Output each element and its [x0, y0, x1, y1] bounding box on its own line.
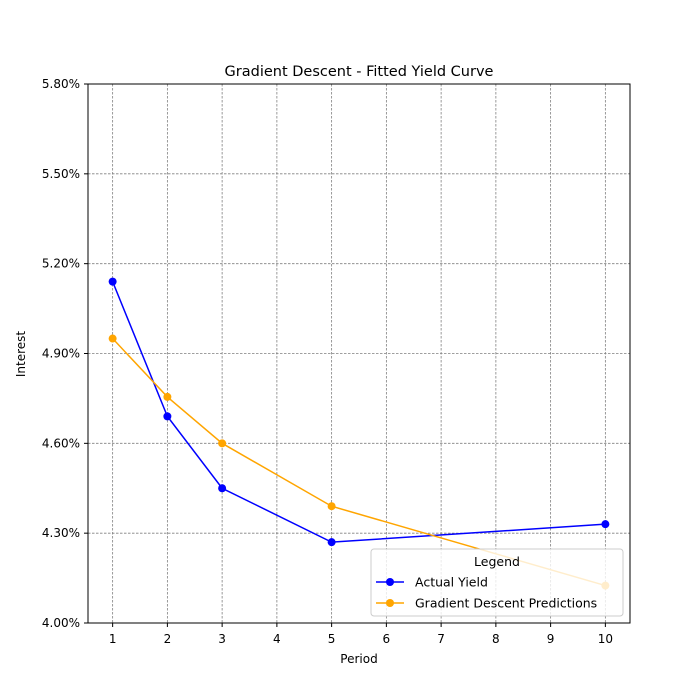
data-point: [327, 538, 336, 547]
data-point: [218, 484, 227, 493]
y-tick-label: 5.80%: [42, 77, 80, 91]
y-tick-label: 4.30%: [42, 526, 80, 540]
x-tick-label: 7: [437, 632, 445, 646]
y-tick-label: 4.90%: [42, 347, 80, 361]
y-tick-label: 5.50%: [42, 167, 80, 181]
y-tick-label: 5.20%: [42, 257, 80, 271]
x-tick-label: 10: [598, 632, 613, 646]
plot-frame: [87, 83, 631, 624]
series-1: [108, 334, 610, 590]
x-tick-label: 9: [547, 632, 555, 646]
data-point: [108, 334, 117, 343]
data-point: [601, 520, 610, 529]
x-axis-label: Period: [340, 652, 377, 666]
x-tick-label: 8: [492, 632, 500, 646]
x-tick-label: 6: [383, 632, 391, 646]
x-tick-label: 4: [273, 632, 281, 646]
data-point: [163, 392, 172, 401]
data-point: [108, 277, 117, 286]
legend-marker: [386, 578, 394, 586]
y-tick-label: 4.00%: [42, 616, 80, 630]
legend-entry-label: Actual Yield: [415, 575, 488, 590]
data-point: [163, 412, 172, 421]
legend-entry-label: Gradient Descent Predictions: [415, 596, 597, 611]
data-point: [327, 502, 336, 511]
x-tick-label: 3: [218, 632, 226, 646]
data-point: [218, 439, 227, 448]
y-tick-label: 4.60%: [42, 436, 80, 450]
axis-ticks: 1 2 3 4 5 6 7 8 9 10 4.00% 4.30% 4.60% 4.90% 5.20% 5.50…: [42, 77, 613, 646]
legend-marker: [386, 599, 394, 607]
legend: Legend Actual Yield Gradient Descent Predi…: [370, 548, 624, 617]
x-tick-label: 1: [109, 632, 117, 646]
y-axis-label: Interest: [14, 331, 28, 378]
legend-title: Legend: [474, 554, 520, 569]
x-tick-label: 2: [164, 632, 172, 646]
series-0: [108, 277, 610, 547]
legend-box: [370, 548, 624, 617]
x-tick-label: 5: [328, 632, 336, 646]
series-layer: [108, 277, 610, 590]
chart-title: Gradient Descent - Fitted Yield Curve: [225, 64, 494, 80]
